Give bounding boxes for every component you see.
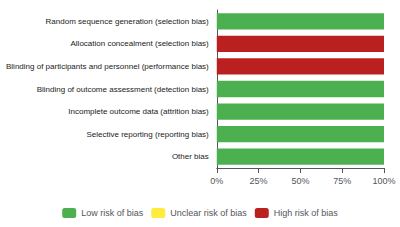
svg-text:Unclear risk of bias: Unclear risk of bias [170, 208, 247, 218]
svg-text:Other bias: Other bias [172, 152, 209, 161]
svg-text:Allocation concealment (select: Allocation concealment (selection bias) [70, 39, 209, 48]
svg-text:50%: 50% [291, 176, 309, 186]
svg-text:Blinding of outcome assessment: Blinding of outcome assessment (detectio… [37, 85, 209, 94]
svg-text:100%: 100% [372, 176, 395, 186]
svg-text:75%: 75% [333, 176, 351, 186]
svg-text:Random sequence generation (se: Random sequence generation (selection bi… [46, 17, 210, 26]
svg-text:High risk of bias: High risk of bias [274, 208, 339, 218]
svg-text:Incomplete outcome data (attri: Incomplete outcome data (attrition bias) [68, 107, 209, 116]
svg-text:Selective reporting (reporting: Selective reporting (reporting bias) [87, 130, 210, 139]
svg-text:Blinding of participants and p: Blinding of participants and personnel (… [6, 62, 209, 71]
svg-text:Low risk of bias: Low risk of bias [81, 208, 144, 218]
svg-text:25%: 25% [250, 176, 268, 186]
svg-text:0%: 0% [210, 176, 223, 186]
